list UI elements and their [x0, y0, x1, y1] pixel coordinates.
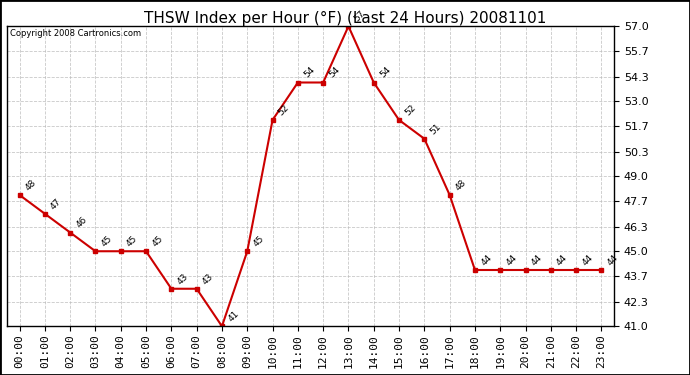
Text: 52: 52	[277, 103, 291, 117]
Text: THSW Index per Hour (°F) (Last 24 Hours) 20081101: THSW Index per Hour (°F) (Last 24 Hours)…	[144, 11, 546, 26]
Text: 44: 44	[504, 253, 519, 267]
Text: 45: 45	[150, 234, 165, 249]
Text: 43: 43	[175, 272, 190, 286]
Text: 45: 45	[125, 234, 139, 249]
Text: 54: 54	[378, 65, 393, 80]
Text: 54: 54	[327, 65, 342, 80]
Text: 57: 57	[353, 9, 367, 24]
Text: Copyright 2008 Cartronics.com: Copyright 2008 Cartronics.com	[10, 29, 141, 38]
Text: 48: 48	[23, 178, 38, 192]
Text: 54: 54	[302, 65, 317, 80]
Text: 44: 44	[606, 253, 620, 267]
Text: 46: 46	[75, 215, 89, 230]
Text: 51: 51	[428, 122, 443, 136]
Text: 41: 41	[226, 309, 241, 324]
Text: 48: 48	[454, 178, 469, 192]
Text: 43: 43	[201, 272, 215, 286]
Text: 44: 44	[479, 253, 493, 267]
Text: 45: 45	[99, 234, 114, 249]
Text: 45: 45	[251, 234, 266, 249]
Text: 52: 52	[403, 103, 417, 117]
Text: 44: 44	[530, 253, 544, 267]
Text: 47: 47	[49, 196, 63, 211]
Text: 44: 44	[580, 253, 595, 267]
Text: 44: 44	[555, 253, 569, 267]
